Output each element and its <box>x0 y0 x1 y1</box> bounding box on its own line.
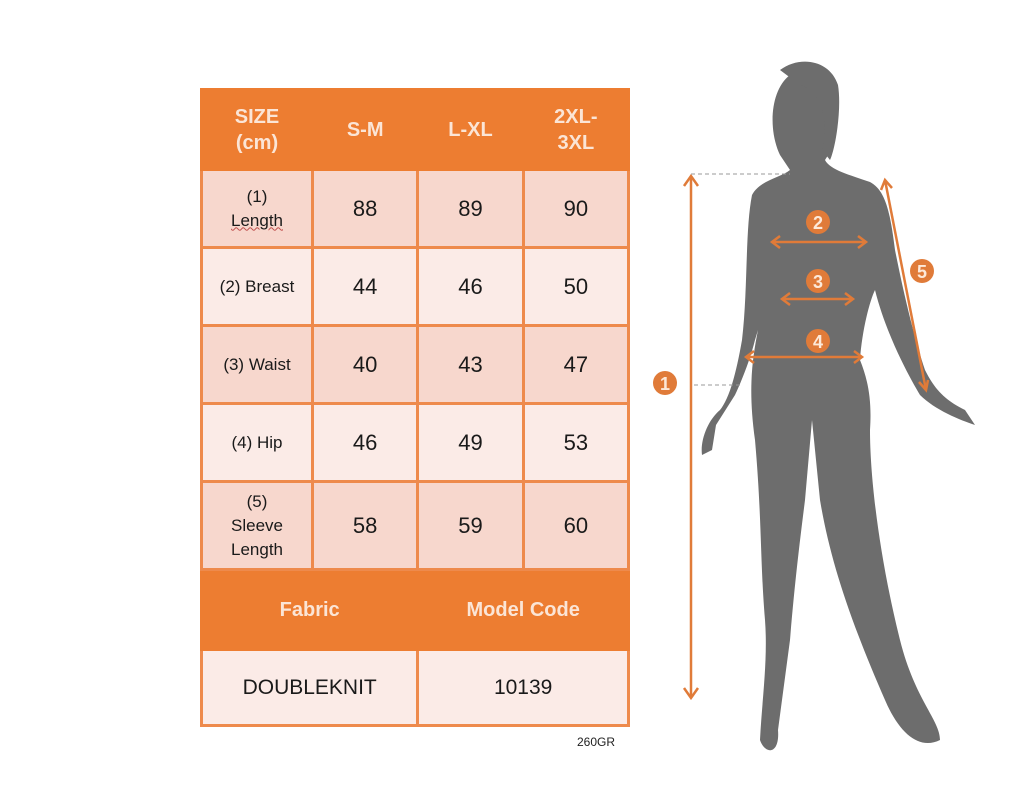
woman-silhouette <box>701 61 975 751</box>
cell: 88 <box>310 168 420 249</box>
marker-4 <box>806 329 830 353</box>
guide-lines <box>691 173 790 386</box>
marker-3-label: 3 <box>813 272 823 292</box>
cell: 46 <box>310 402 420 483</box>
cell: 47 <box>521 324 631 405</box>
cell: 50 <box>521 246 631 327</box>
size-2xl-line1: 2XL- <box>554 105 598 128</box>
footer-header-row: Fabric Model Code <box>199 568 630 651</box>
measurement-markers: 1 2 3 4 5 <box>653 210 934 395</box>
cell: 90 <box>521 168 631 249</box>
size-s-m-header: S-M <box>310 88 420 171</box>
size-header-line1: SIZE <box>234 105 280 128</box>
marker-2-label: 2 <box>813 213 823 233</box>
marker-2 <box>806 210 830 234</box>
fabric-header: Fabric <box>199 568 420 651</box>
cell: 53 <box>521 402 631 483</box>
cell: 60 <box>521 480 631 571</box>
table-row: (4) Hip 46 49 53 <box>200 402 631 483</box>
footer-row: DOUBLEKNIT 10139 <box>199 648 630 727</box>
measurement-arrows <box>682 173 930 701</box>
cell: 89 <box>416 168 525 249</box>
size-l-xl-header: L-XL <box>416 88 525 171</box>
size-header-line2: (cm) <box>235 131 279 154</box>
table-row: (3) Waist 40 43 47 <box>200 324 631 405</box>
row-label: (1) Length <box>200 168 314 249</box>
model-code-header: Model Code <box>416 568 630 651</box>
marker-5-label: 5 <box>917 262 927 282</box>
table-row: (5) Sleeve Length 58 59 60 <box>200 480 631 571</box>
header-row: SIZE (cm) S-M L-XL 2XL- 3XL <box>200 88 631 171</box>
table-row: (2) Breast 44 46 50 <box>200 246 631 327</box>
cell: 59 <box>416 480 525 571</box>
size-header: SIZE (cm) <box>200 88 314 171</box>
marker-4-label: 4 <box>813 332 823 352</box>
cell: 49 <box>416 402 525 483</box>
marker-1 <box>653 371 677 395</box>
cell: 46 <box>416 246 525 327</box>
label-line: (1) <box>246 186 268 206</box>
marker-1-label: 1 <box>660 374 670 394</box>
label-line: Length <box>231 210 283 230</box>
label-line: Sleeve <box>231 515 283 535</box>
size-3xl-line2: 3XL <box>557 131 595 154</box>
cell: 43 <box>416 324 525 405</box>
marker-5 <box>910 259 934 283</box>
row-label: (5) Sleeve Length <box>200 480 314 571</box>
table-row: (1) Length 88 89 90 <box>200 168 631 249</box>
body-measurement-figure: 1 2 3 4 5 <box>653 61 975 751</box>
size-chart-table: SIZE (cm) S-M L-XL 2XL- 3XL (1) Length 88 8… <box>199 88 631 727</box>
model-code-value: 10139 <box>416 648 630 727</box>
row-label: (4) Hip <box>200 402 314 483</box>
row-label: (3) Waist <box>200 324 314 405</box>
fabric-value: DOUBLEKNIT <box>199 648 420 727</box>
cell: 44 <box>310 246 420 327</box>
weight-note: 260GR <box>577 735 616 749</box>
label-line: (5) <box>246 491 268 511</box>
row-label: (2) Breast <box>200 246 314 327</box>
cell: 40 <box>310 324 420 405</box>
cell: 58 <box>310 480 420 571</box>
label-line: Length <box>231 539 283 559</box>
size-2xl-3xl-header: 2XL- 3XL <box>521 88 631 171</box>
marker-3 <box>806 269 830 293</box>
